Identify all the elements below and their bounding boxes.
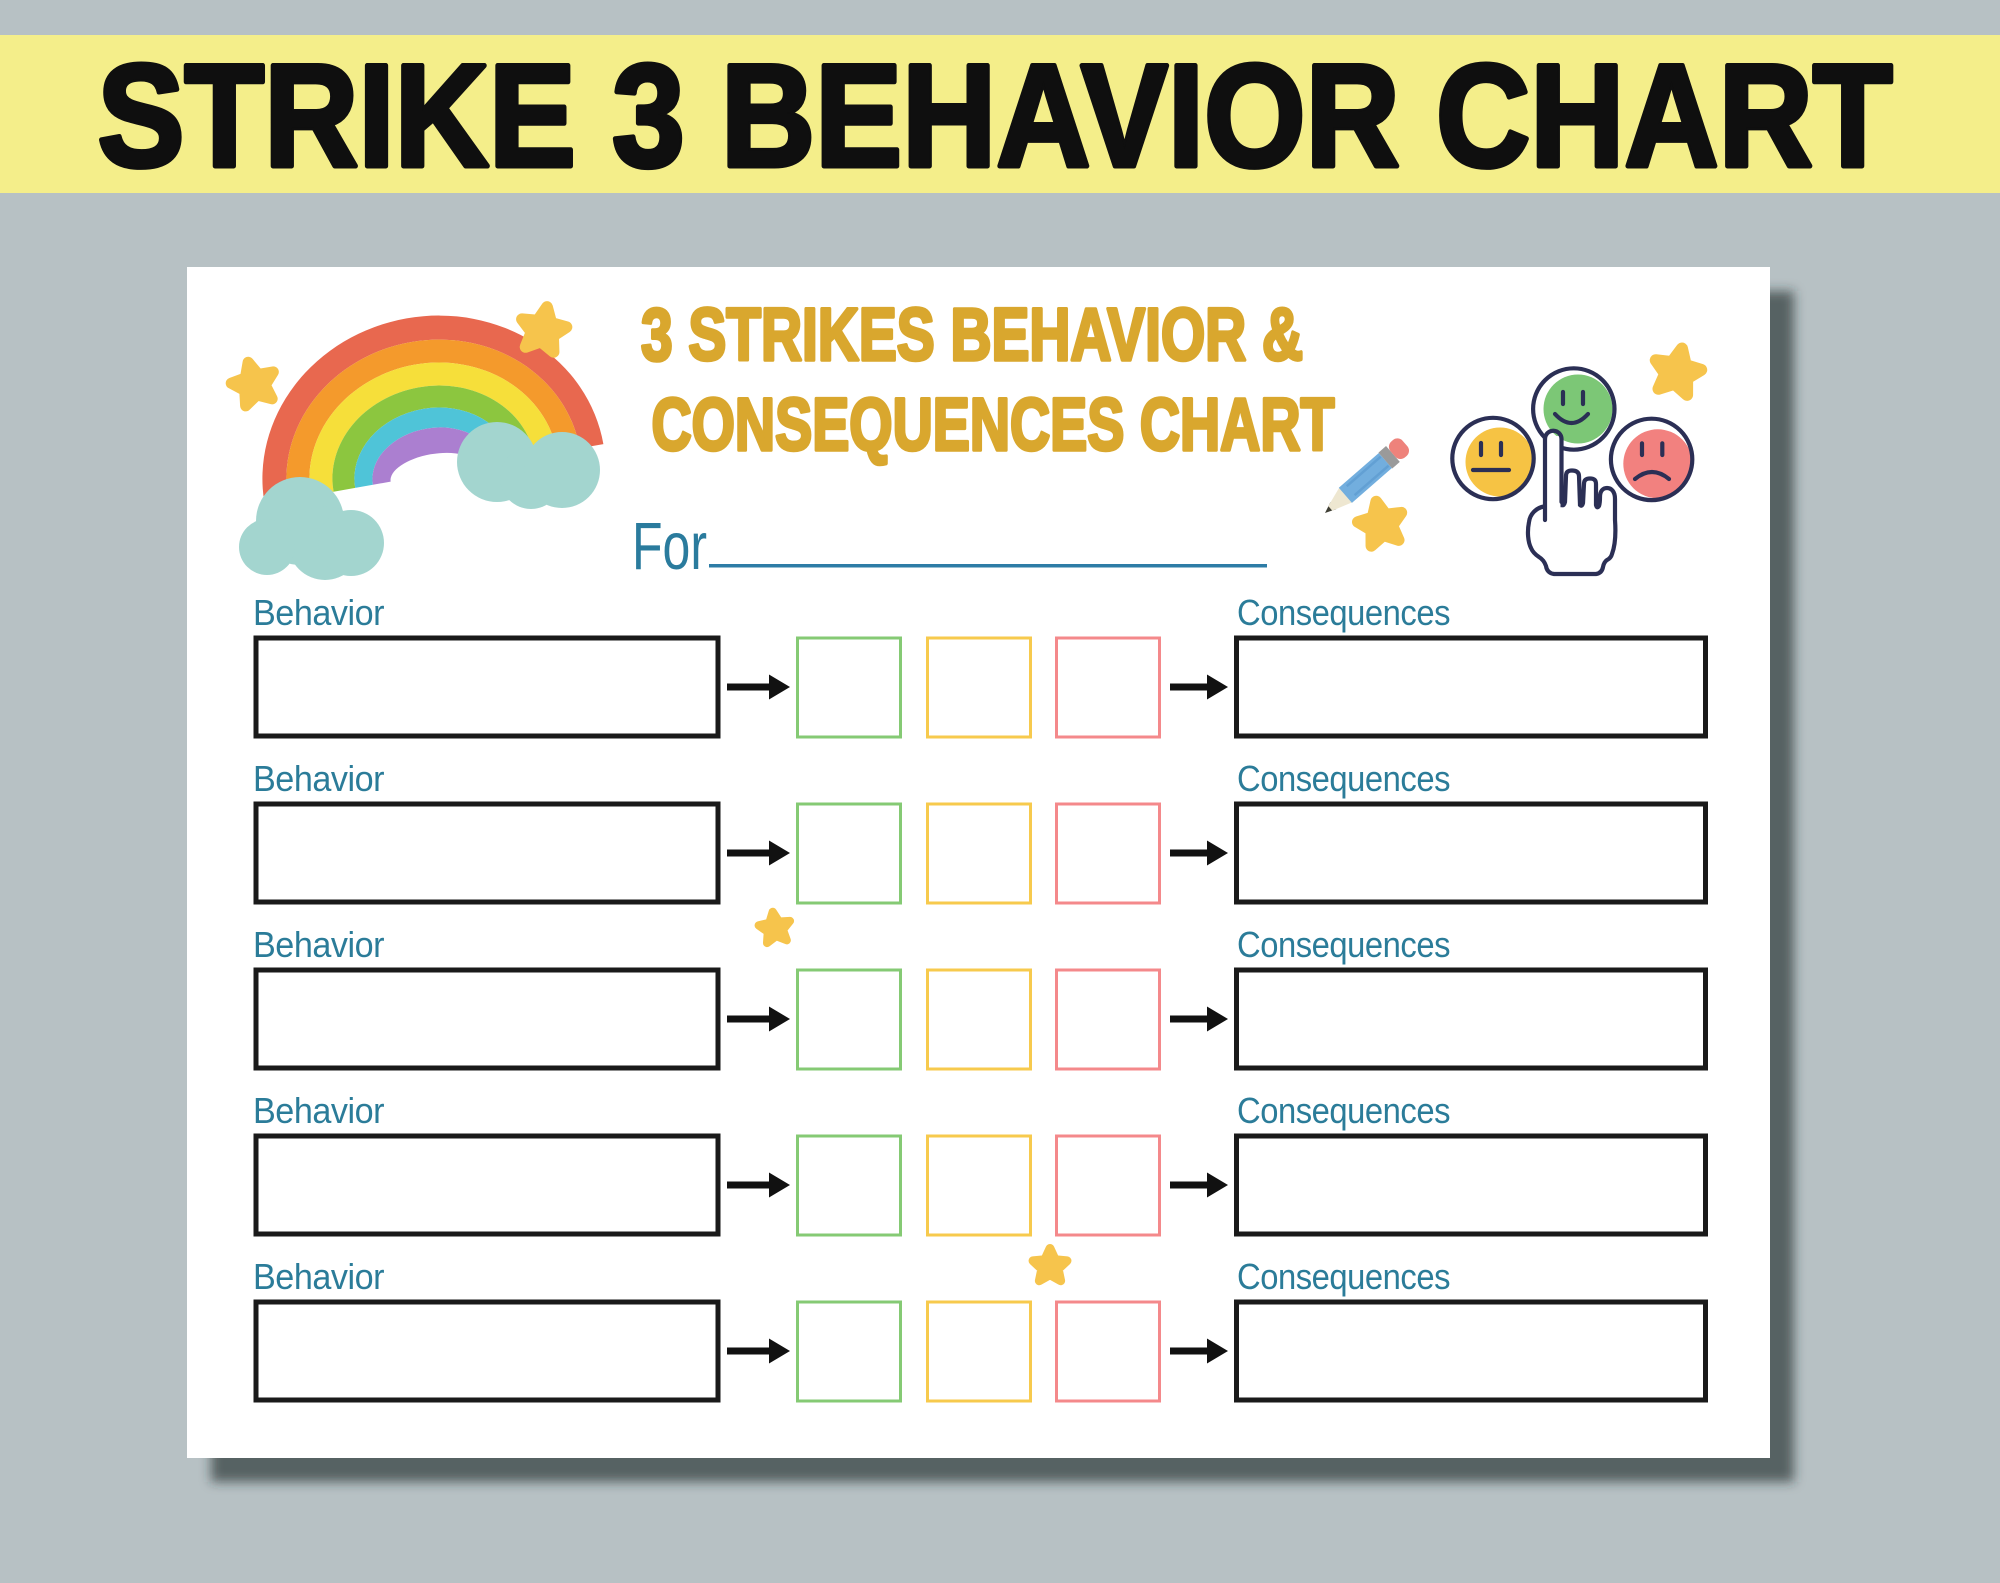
svg-text:Consequences: Consequences (1237, 758, 1450, 799)
svg-text:For: For (632, 509, 707, 584)
svg-text:Behavior: Behavior (253, 924, 384, 965)
svg-text:Behavior: Behavior (253, 592, 384, 633)
svg-text:STRIKE 3 BEHAVIOR CHART: STRIKE 3 BEHAVIOR CHART (98, 34, 1893, 197)
svg-text:Consequences: Consequences (1237, 1090, 1450, 1131)
svg-text:Consequences: Consequences (1237, 924, 1450, 965)
svg-text:3 STRIKES BEHAVIOR &: 3 STRIKES BEHAVIOR & (641, 293, 1303, 376)
svg-text:Behavior: Behavior (253, 758, 384, 799)
svg-text:Behavior: Behavior (253, 1256, 384, 1297)
svg-text:Consequences: Consequences (1237, 1256, 1450, 1297)
svg-text:Consequences: Consequences (1237, 592, 1450, 633)
svg-text:CONSEQUENCES CHART: CONSEQUENCES CHART (652, 383, 1335, 466)
svg-text:Behavior: Behavior (253, 1090, 384, 1131)
